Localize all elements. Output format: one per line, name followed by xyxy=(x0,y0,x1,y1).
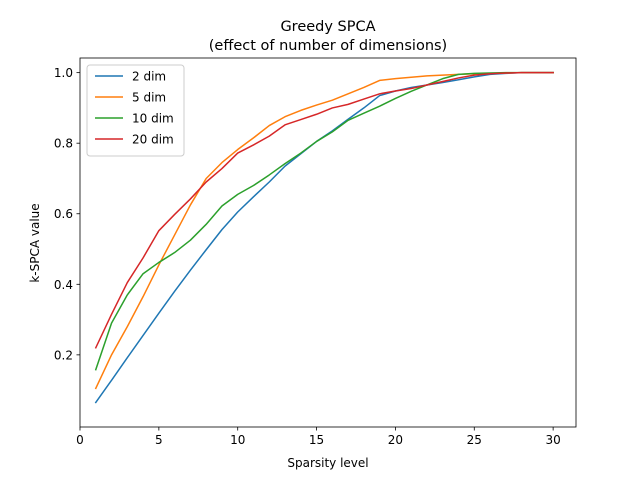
y-tick-label: 0.8 xyxy=(54,137,73,151)
legend-label: 5 dim xyxy=(132,91,166,105)
x-tick-label: 10 xyxy=(230,433,245,447)
legend-label: 10 dim xyxy=(132,112,174,126)
plot-area xyxy=(94,71,554,404)
series-line-10-dim xyxy=(94,71,554,371)
x-axis-label: Sparsity level xyxy=(287,456,368,470)
x-axis-ticks: 0 5 10 15 20 25 30 xyxy=(76,427,561,447)
x-tick-label: 0 xyxy=(76,433,84,447)
chart-title: Greedy SPCA xyxy=(280,19,375,35)
x-tick-label: 5 xyxy=(155,433,163,447)
y-axis-ticks: 0.2 0.4 0.6 0.8 1.0 xyxy=(54,66,80,362)
y-tick-label: 0.4 xyxy=(54,278,73,292)
y-axis-label: k-SPCA value xyxy=(28,203,42,282)
axes-frame xyxy=(79,57,577,428)
series-lines xyxy=(94,71,554,404)
legend-box xyxy=(86,64,185,157)
series-line-20-dim xyxy=(94,71,554,349)
y-tick-label: 0.6 xyxy=(54,207,73,221)
x-tick-label: 20 xyxy=(388,433,403,447)
x-tick-label: 15 xyxy=(309,433,324,447)
legend-label: 20 dim xyxy=(132,133,174,147)
legend: 2 dim 5 dim 10 dim 20 dim xyxy=(86,64,185,157)
y-tick-label: 0.2 xyxy=(54,348,73,362)
x-tick-label: 30 xyxy=(545,433,560,447)
chart-subtitle: (effect of number of dimensions) xyxy=(209,38,447,54)
legend-label: 2 dim xyxy=(132,70,166,84)
x-tick-label: 25 xyxy=(467,433,482,447)
y-tick-label: 1.0 xyxy=(54,66,73,80)
